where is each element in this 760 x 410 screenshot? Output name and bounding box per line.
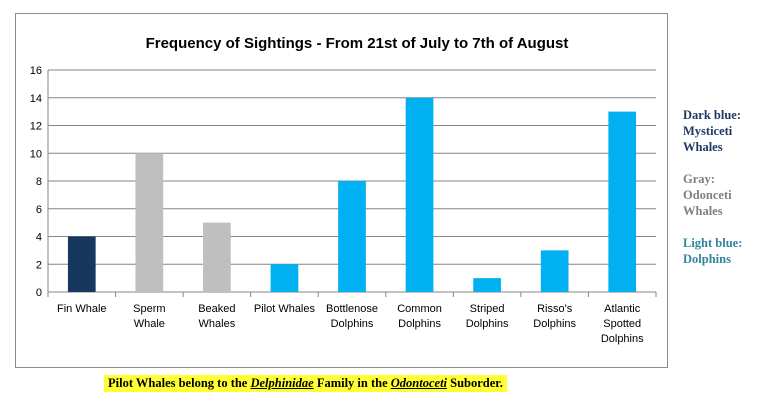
legend-line: Dolphins [683,252,731,266]
legend-line: Whales [683,204,723,218]
x-tick-label: Striped Dolphins [466,303,509,330]
y-tick-label: 2 [36,259,42,271]
bar-fin-whale [67,236,96,292]
x-tick-label: Fin Whale [57,303,107,315]
legend-line: Dark blue: [683,108,741,122]
note-banner: Pilot Whales belong to the Delphinidae F… [104,375,507,392]
legend-line: Odonceti [683,188,732,202]
y-tick-label: 6 [36,204,42,216]
bar-beaked-whales [203,222,231,292]
note-middle: Family in the [313,376,391,390]
x-tick-label: Risso's Dolphins [533,303,576,330]
y-tick-label: 0 [36,287,42,299]
color-legend: Dark blue: Mysticeti Whales Gray: Odonceti Wh… [683,107,760,283]
chart-title: Frequency of Sightings - From 21st of Ju… [146,35,569,52]
note-suffix: Suborder. [447,376,503,390]
y-tick-label: 16 [30,65,42,77]
x-tick-label: Beaked Whales [198,303,235,330]
x-tick-label: Atlantic Spotted Dolphins [601,303,644,345]
bar-risso-s-dolphins [540,250,569,292]
bar-common-dolphins [405,97,434,292]
y-tick-label: 10 [30,148,42,160]
y-tick-label: 8 [36,176,42,188]
legend-line: Whales [683,140,723,154]
y-tick-label: 12 [30,121,42,133]
y-tick-label: 14 [30,93,42,105]
note-prefix: Pilot Whales belong to the [108,376,251,390]
x-tick-label: Sperm Whale [133,303,165,330]
chart-frame: Frequency of Sightings - From 21st of Ju… [15,13,668,368]
bar-atlantic-spotted-dolphins [608,111,637,292]
legend-entry: Light blue: Dolphins [683,235,760,267]
bar-chart: Frequency of Sightings - From 21st of Ju… [30,35,657,345]
bar-striped-dolphins [473,278,501,292]
x-tick-label: Pilot Whales [254,303,316,315]
bar-sperm-whale [135,153,164,292]
x-tick-label: Bottlenose Dolphins [326,303,378,330]
x-tick-label: Common Dolphins [397,303,442,330]
legend-line: Gray: [683,172,715,186]
legend-entry: Dark blue: Mysticeti Whales [683,107,760,155]
note-family: Delphinidae [250,376,314,390]
bar-bottlenose-dolphins [338,181,366,292]
legend-line: Light blue: [683,236,743,250]
legend-entry: Gray: Odonceti Whales [683,171,760,219]
y-tick-label: 4 [36,232,42,244]
legend-line: Mysticeti [683,124,733,138]
bar-pilot-whales [270,264,299,292]
note-suborder: Odontoceti [390,376,448,390]
